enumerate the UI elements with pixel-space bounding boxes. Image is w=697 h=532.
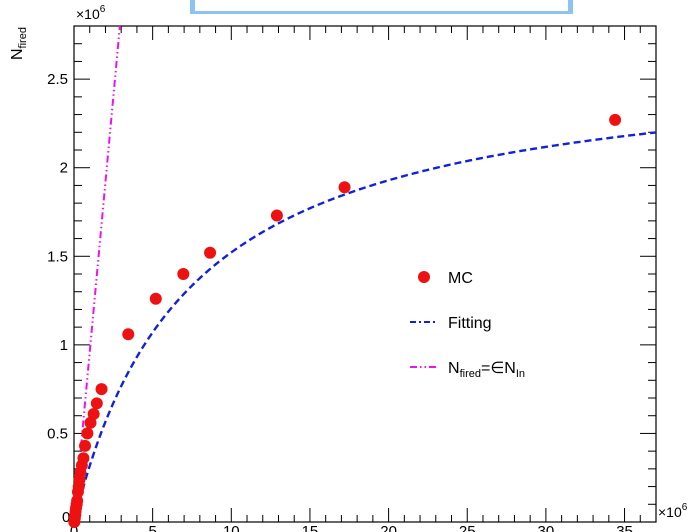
legend-mc-marker [418,271,430,283]
y-axis-title: Nfired [9,27,29,60]
x-tick-label: 25 [459,523,476,532]
y-tick-label: 2 [60,160,68,177]
mc-data-point [90,397,103,410]
mc-data-point [77,452,90,465]
axis-ticks [73,26,656,522]
plot-frame [73,25,657,523]
y-exponent-label: ×106 [76,4,106,22]
top-banner-inner [195,0,568,11]
mc-data-point [79,439,92,452]
mc-data-point [122,328,135,341]
y-tick-label: 1.5 [47,248,68,265]
x-tick-label: 10 [223,523,240,532]
x-tick-label: 30 [538,523,555,532]
y-tick-label: 2.5 [47,71,68,88]
mc-data-point [81,427,94,440]
x-tick-label: 20 [380,523,397,532]
fitting-curve [72,131,657,523]
mc-data-point [338,181,351,194]
mc-data-point [177,268,190,280]
legend: MC Fitting Nfired=∈NIn [410,270,525,380]
y-tick-label: 0.5 [47,425,68,442]
series-group [68,25,657,528]
x-tick-label: 5 [148,523,156,532]
mc-data-point [270,209,283,222]
x-tick-label: 15 [302,523,319,532]
y-tick-labels: 0.5 1 1.5 2 2.5 [47,71,68,442]
legend-linear-label: Nfired=∈NIn [448,360,525,380]
x-tick-label: 35 [616,523,633,532]
mc-data-point [87,407,100,420]
x-tick-labels: 05101520253035 [70,523,633,532]
mc-data-point [95,383,108,396]
legend-mc-label: MC [448,270,473,287]
legend-fitting-label: Fitting [448,315,492,332]
y-tick-label: 1 [60,337,68,354]
x-exponent-label: ×106 [658,502,688,520]
mc-data-point [609,113,622,126]
linear-reference-line [73,25,121,523]
mc-data-point [204,246,217,259]
mc-data-point [149,292,162,305]
y-origin-label: 0 [62,509,70,526]
mc-data-point [71,494,84,507]
